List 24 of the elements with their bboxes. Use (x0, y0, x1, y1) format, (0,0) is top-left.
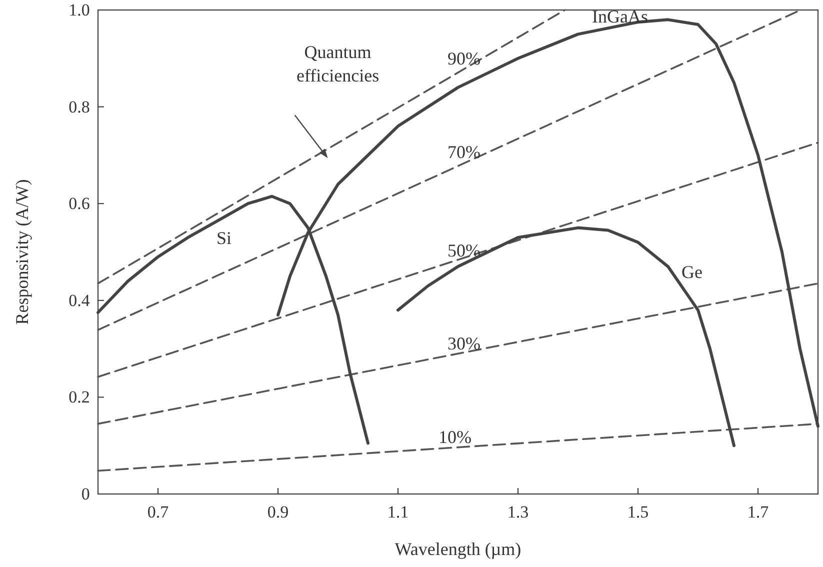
y-axis-title: Responsivity (A/W) (12, 179, 32, 325)
series-label: 10% (438, 427, 472, 448)
series-label: 30% (448, 333, 480, 354)
x-tick-label: 1.1 (387, 502, 409, 522)
x-tick-label: 1.5 (627, 502, 649, 522)
series-label: 90% (448, 48, 480, 69)
x-tick-label: 0.7 (147, 502, 170, 522)
x-axis-title: Wavelength (µm) (394, 539, 522, 559)
y-tick-label: 0.4 (68, 290, 90, 310)
y-tick-label: 1.0 (68, 0, 90, 20)
series-label: Si (216, 228, 232, 248)
series-label: 70% (448, 142, 480, 162)
series-label: Ge (682, 262, 702, 282)
y-tick-label: 0 (81, 484, 90, 504)
series-label: InGaAs (592, 6, 648, 27)
x-tick-label: 0.9 (267, 502, 289, 522)
x-tick-label: 1.7 (747, 502, 770, 522)
y-tick-label: 0.6 (68, 194, 90, 214)
series-label: 50% (448, 240, 480, 260)
x-tick-label: 1.3 (507, 502, 529, 522)
y-tick-label: 0.2 (68, 388, 90, 407)
annotation: Quantum efficiencies (296, 42, 380, 86)
y-tick-label: 0.8 (68, 97, 90, 116)
line-series (396, 226, 736, 448)
